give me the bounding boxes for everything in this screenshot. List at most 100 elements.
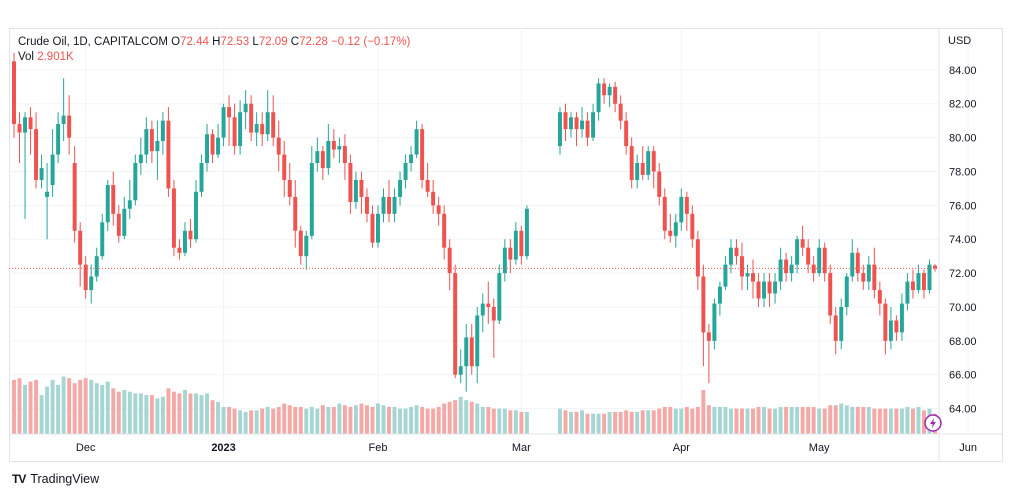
- volume-bar: [773, 408, 778, 434]
- candle: [199, 154, 204, 197]
- candle: [182, 222, 187, 257]
- candle: [668, 213, 673, 243]
- volume-bar: [353, 405, 358, 434]
- candle: [337, 137, 342, 164]
- candle-body: [464, 337, 469, 367]
- currency-label[interactable]: USD: [948, 35, 972, 47]
- candle: [706, 323, 711, 384]
- candle: [56, 112, 61, 164]
- candle: [822, 242, 827, 282]
- candle-body: [387, 196, 392, 214]
- candle: [149, 120, 154, 164]
- volume-bar: [342, 405, 347, 434]
- candle-body: [403, 163, 408, 180]
- volume-bar: [679, 408, 684, 434]
- candle-body: [673, 222, 678, 236]
- tradingview-brand[interactable]: TV TradingView: [12, 472, 99, 486]
- volume-bar: [287, 405, 292, 434]
- candle: [254, 112, 259, 147]
- volume-bar: [894, 408, 899, 434]
- volume-bar: [254, 410, 259, 434]
- candle-body: [276, 137, 281, 155]
- candle-body: [216, 137, 221, 155]
- high-label: H: [212, 36, 221, 48]
- volume-bar: [56, 384, 61, 434]
- chart-canvas[interactable]: 64.00 66.00 68.00 70.00 72.00 74.00 76.00 78.00…: [9, 28, 1003, 462]
- volume-bar: [745, 408, 750, 434]
- candle-body: [883, 303, 888, 341]
- volume-bar: [166, 388, 171, 434]
- candle-body: [866, 264, 871, 282]
- candle-body: [39, 168, 44, 180]
- candle: [221, 103, 226, 147]
- volume-bar: [138, 393, 143, 434]
- candle: [447, 239, 452, 291]
- candle: [260, 112, 265, 147]
- price-axis[interactable]: 64.00 66.00 68.00 70.00 72.00 74.00 76.00 78.00…: [949, 65, 977, 416]
- volume-bar: [398, 408, 403, 434]
- volume-bar: [717, 406, 722, 434]
- volume-bar: [370, 406, 375, 434]
- volume-label[interactable]: Vol: [18, 51, 34, 63]
- volume-bar: [833, 405, 838, 434]
- candle-body: [353, 179, 358, 202]
- event-badge[interactable]: [924, 414, 942, 432]
- candle-body: [254, 124, 259, 133]
- symbol-title[interactable]: Crude Oil, 1D, CAPITALCOM: [18, 36, 168, 48]
- volume-bar: [453, 400, 458, 434]
- time-axis[interactable]: Dec 2023 Feb Mar Apr May Jun: [76, 442, 977, 454]
- volume-bar: [320, 405, 325, 434]
- volume-bar: [420, 406, 425, 434]
- candle-body: [872, 264, 877, 291]
- candle: [778, 247, 783, 291]
- volume-bar: [216, 401, 221, 434]
- volume-bar: [232, 408, 237, 434]
- volume-bar: [508, 410, 513, 434]
- volume-bar: [464, 400, 469, 434]
- candle: [734, 239, 739, 265]
- volume-bar: [89, 379, 94, 434]
- candle-body: [624, 120, 629, 147]
- candle: [767, 273, 772, 307]
- candle-body: [629, 146, 634, 180]
- candle: [910, 269, 915, 299]
- candle-body: [12, 61, 16, 125]
- candle: [469, 323, 474, 375]
- candle: [784, 252, 789, 282]
- candle-body: [453, 273, 458, 375]
- candle-body: [348, 163, 353, 202]
- candle-body: [249, 103, 254, 133]
- candle: [100, 213, 105, 260]
- ohlc-legend-row: Crude Oil, 1D, CAPITALCOM O72.44 H72.53 …: [18, 35, 410, 50]
- volume-bar: [155, 398, 160, 434]
- volume-bar: [723, 406, 728, 434]
- volume-bar: [712, 406, 717, 434]
- candle: [194, 179, 198, 243]
- candle-body: [320, 151, 325, 169]
- volume-bar: [243, 412, 248, 434]
- candle-body: [789, 264, 794, 274]
- price-tick-label: 66.00: [949, 370, 977, 382]
- volume-bar: [298, 406, 303, 434]
- candle: [574, 112, 579, 147]
- price-tick-label: 68.00: [949, 336, 977, 348]
- volume-bar: [282, 403, 287, 434]
- candle: [828, 264, 833, 324]
- candle: [293, 179, 298, 248]
- candle: [304, 230, 309, 270]
- candle: [596, 78, 601, 121]
- volume-bar: [23, 384, 28, 434]
- candle: [651, 146, 656, 189]
- candle: [364, 188, 369, 223]
- candle-body: [17, 124, 22, 133]
- chart-legend: Crude Oil, 1D, CAPITALCOM O72.44 H72.53 …: [18, 35, 410, 65]
- volume-bar: [784, 406, 789, 434]
- candle-body: [519, 230, 524, 257]
- candle: [662, 188, 667, 240]
- candle-body: [376, 213, 380, 243]
- candle: [899, 293, 904, 341]
- candle: [205, 124, 210, 172]
- candle: [166, 107, 171, 197]
- candle-body: [447, 247, 452, 274]
- volume-bar: [657, 408, 662, 434]
